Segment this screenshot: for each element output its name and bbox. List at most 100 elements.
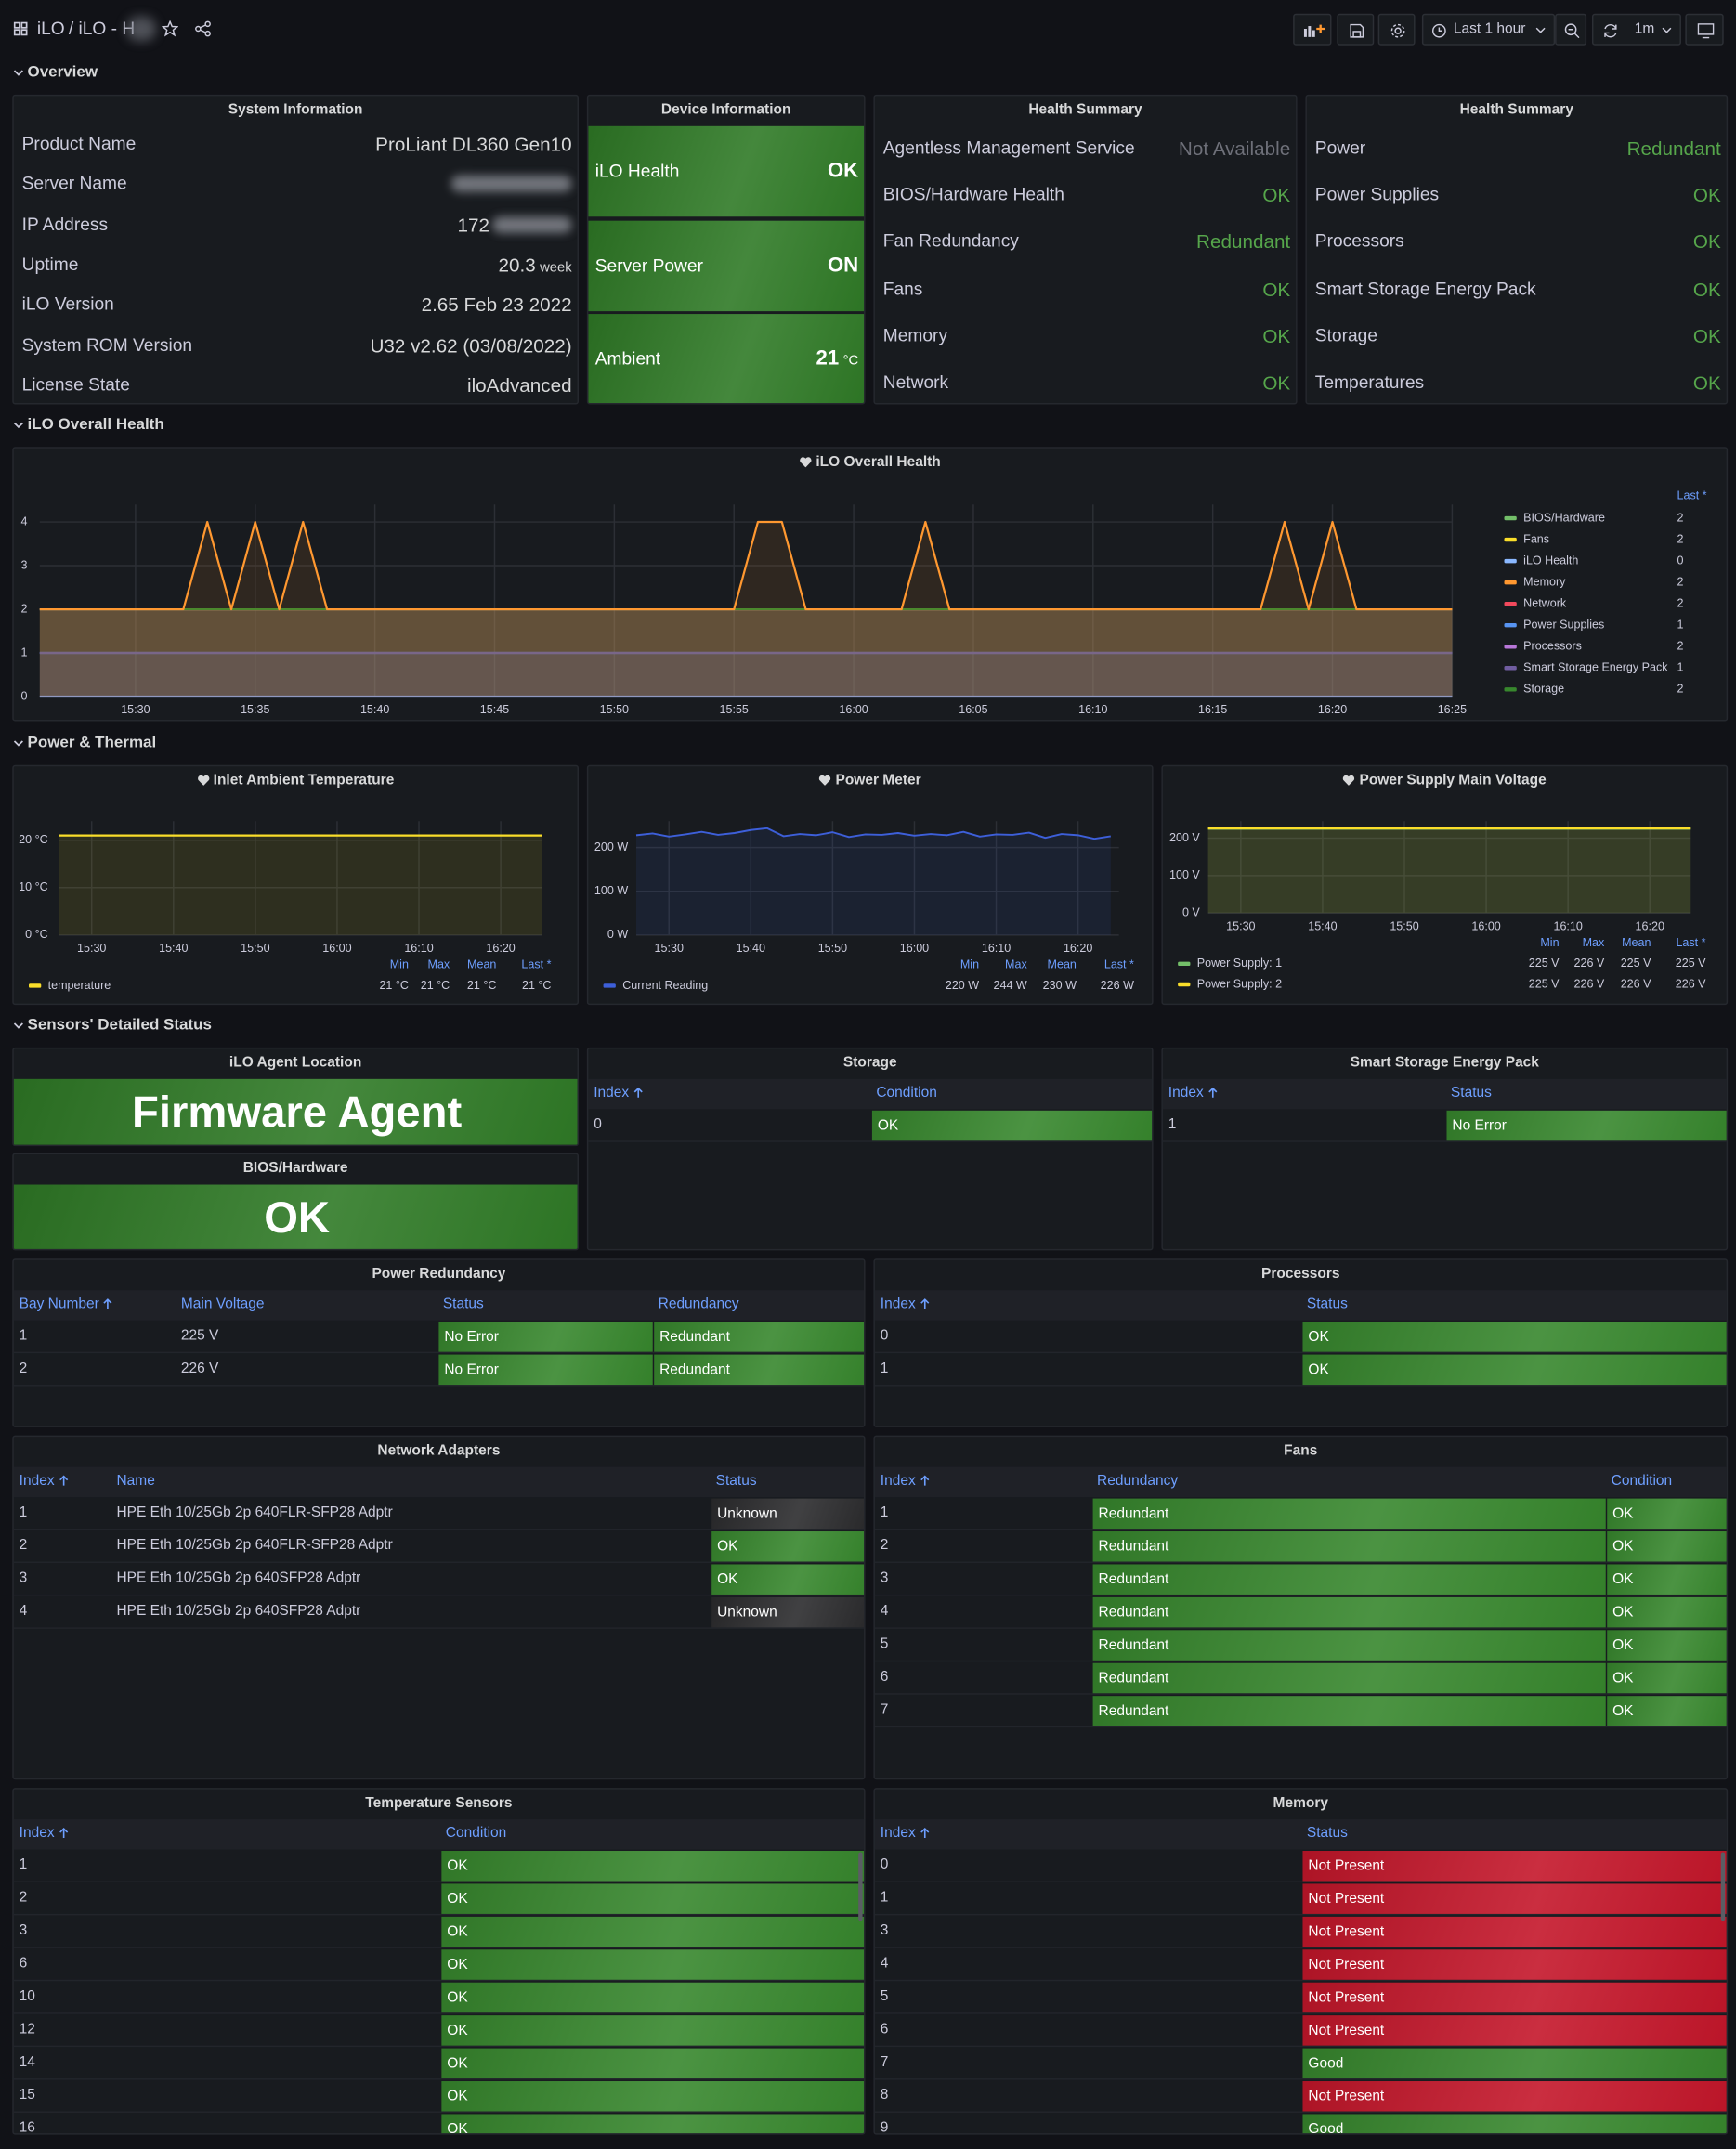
info-label: Server Name: [21, 173, 127, 194]
legend-header: Max: [1005, 958, 1027, 971]
column-header[interactable]: Status: [1301, 1290, 1727, 1320]
column-header[interactable]: Status: [711, 1467, 864, 1497]
column-header[interactable]: Status: [1445, 1079, 1727, 1109]
health-value: Redundant: [1196, 230, 1291, 254]
column-header[interactable]: Condition: [440, 1819, 864, 1849]
column-header[interactable]: Index: [875, 1290, 1301, 1320]
y-tick-label: 200 W: [594, 840, 628, 853]
table-header-row: [874, 1466, 1727, 1498]
column-header[interactable]: Condition: [870, 1079, 1152, 1109]
dashboard-name[interactable]: / iLO - H: [68, 18, 136, 39]
legend-swatch: [1504, 601, 1517, 606]
column-header[interactable]: Bay Number: [14, 1290, 176, 1320]
heart-icon: [197, 775, 209, 786]
refresh-button[interactable]: 1m: [1591, 13, 1681, 46]
section-title: Overview: [27, 64, 98, 82]
legend-value: 2: [1677, 575, 1684, 588]
share-icon[interactable]: [195, 20, 212, 37]
time-range-button[interactable]: Last 1 hour: [1421, 13, 1556, 46]
column-header-text: Main Voltage: [180, 1296, 265, 1312]
y-tick-label: 20 °C: [19, 833, 47, 846]
table-cell: 3: [19, 1921, 28, 1939]
table-cell: OK: [1607, 1630, 1727, 1661]
series-area: [39, 609, 1453, 697]
table-cell: 6: [880, 1668, 889, 1686]
column-header[interactable]: Index: [588, 1079, 870, 1109]
section-header[interactable]: Overview: [13, 61, 425, 84]
table-row-divider: [13, 1529, 865, 1530]
table-row-divider: [874, 1979, 1727, 1982]
column-header[interactable]: Index: [1163, 1079, 1445, 1109]
table-cell: Redundant: [1092, 1564, 1606, 1595]
panel: Device Information iLO Health OK Server Pow…: [586, 94, 866, 405]
table-cell: HPE Eth 10/25Gb 2p 640SFP28 Adptr: [116, 1569, 361, 1587]
x-tick-label: 16:05: [959, 703, 987, 716]
info-label: Uptime: [21, 253, 79, 275]
section-header[interactable]: Power & Thermal: [13, 732, 425, 754]
column-header[interactable]: Index: [875, 1819, 1301, 1849]
column-header[interactable]: Index: [14, 1467, 111, 1497]
table-cell: 1: [19, 1504, 28, 1521]
table-header-row: [1162, 1078, 1727, 1110]
table-cell: OK: [441, 1982, 865, 2013]
panel: Power Redundancy Bay Number Main Voltage St…: [12, 1258, 866, 1427]
series-line: [635, 827, 1111, 840]
series-area: [39, 522, 1453, 697]
panel: Power Supply Main Voltage 0 V 100 V 200 V 15…: [1161, 764, 1729, 1006]
table-cell: 14: [19, 2053, 35, 2071]
panel-title-text: Memory: [1273, 1794, 1328, 1812]
table-cell: 8: [880, 2086, 889, 2103]
settings-button[interactable]: [1377, 13, 1416, 46]
table-row-divider: [874, 1627, 1727, 1629]
section-title: Power & Thermal: [27, 735, 157, 752]
table-cell: 5: [880, 1635, 889, 1652]
y-tick-label: 3: [21, 558, 28, 571]
column-header[interactable]: Index: [14, 1819, 440, 1849]
save-button[interactable]: [1337, 13, 1375, 46]
breadcrumb[interactable]: iLO: [36, 18, 65, 39]
column-header[interactable]: Condition: [1606, 1467, 1727, 1497]
legend-header: Mean: [1622, 936, 1651, 949]
table-cell: 0: [880, 1856, 889, 1873]
table-cell: 1: [880, 1360, 889, 1377]
section-header[interactable]: iLO Overall Health: [13, 414, 425, 436]
status-tile: Ambient 21 °C: [588, 314, 865, 404]
legend-header: Mean: [467, 958, 496, 971]
table-row-divider: [13, 1627, 865, 1629]
table-cell: Not Present: [1302, 1982, 1727, 2013]
legend-header: Max: [1583, 936, 1605, 949]
y-tick-label: 4: [21, 514, 28, 527]
table-cell: 0: [880, 1327, 889, 1344]
table-cell: 4: [880, 1955, 889, 1972]
table-cell: 16: [19, 2119, 35, 2135]
column-header[interactable]: Status: [437, 1290, 653, 1320]
panel: iLO Overall Health 0 1 2 3 4 15:30 15:35 15:40 15…: [12, 447, 1729, 722]
x-tick-label: 16:00: [322, 942, 351, 955]
section-header[interactable]: Sensors' Detailed Status: [13, 1014, 425, 1036]
zoom-out-button[interactable]: [1555, 13, 1587, 46]
table-cell: 7: [880, 2053, 889, 2071]
column-header[interactable]: Status: [1301, 1819, 1727, 1849]
legend-label: BIOS/Hardware: [1523, 511, 1605, 524]
column-header[interactable]: Redundancy: [1091, 1467, 1606, 1497]
tv-mode-button[interactable]: [1685, 13, 1724, 46]
panel-title-text: Storage: [842, 1054, 897, 1071]
legend-label: Power Supplies: [1523, 619, 1604, 632]
column-header[interactable]: Main Voltage: [176, 1290, 437, 1320]
panel-title: Memory: [875, 1794, 1727, 1814]
x-tick-label: 16:20: [1636, 919, 1664, 932]
x-tick-label: 15:50: [600, 703, 629, 716]
tile-label: Ambient: [594, 347, 661, 370]
column-header[interactable]: Name: [111, 1467, 711, 1497]
chevron-icon: [13, 422, 23, 429]
info-value-text: ProLiant DL360 Gen10: [375, 133, 572, 155]
legend-header: Last *: [1104, 958, 1134, 971]
star-icon[interactable]: [162, 20, 178, 37]
panel-title: Inlet Ambient Temperature: [14, 772, 578, 791]
column-header[interactable]: Index: [875, 1467, 1091, 1497]
column-header[interactable]: Redundancy: [653, 1290, 864, 1320]
settings-icon: [1390, 23, 1405, 38]
add-panel-button[interactable]: [1293, 13, 1332, 46]
x-tick-label: 15:30: [1226, 919, 1255, 932]
column-header-text: Condition: [445, 1824, 507, 1842]
